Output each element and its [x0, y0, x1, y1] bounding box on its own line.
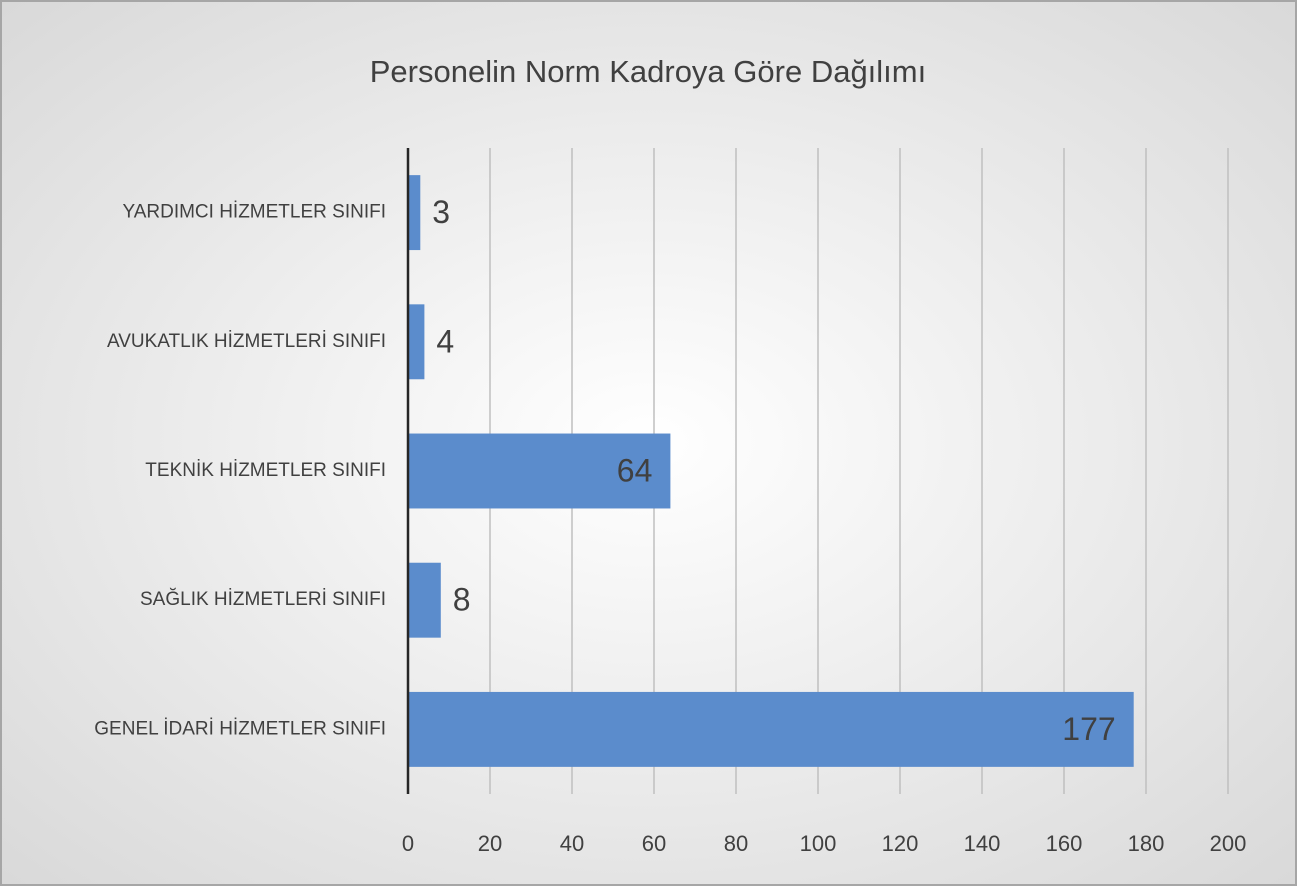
- x-tick-label: 180: [1128, 831, 1165, 856]
- bar: [408, 304, 425, 380]
- data-label: 8: [453, 582, 471, 618]
- x-tick-label: 80: [724, 831, 748, 856]
- x-tick-label: 20: [478, 831, 502, 856]
- x-tick-label: 160: [1046, 831, 1083, 856]
- x-tick-label: 40: [560, 831, 584, 856]
- bar: [408, 562, 441, 638]
- bar: [408, 691, 1134, 767]
- x-tick-label: 100: [800, 831, 837, 856]
- x-tick-label: 120: [882, 831, 919, 856]
- data-label: 3: [432, 194, 450, 230]
- x-tick-label: 200: [1210, 831, 1247, 856]
- x-tick-label: 60: [642, 831, 666, 856]
- chart-title: Personelin Norm Kadroya Göre Dağılımı: [370, 54, 927, 89]
- y-tick-label: YARDIMCI HİZMETLER SINIFI: [122, 202, 386, 223]
- x-tick-label: 0: [402, 831, 414, 856]
- data-label: 4: [436, 323, 454, 359]
- bar: [408, 175, 421, 251]
- data-label: 64: [617, 452, 653, 488]
- data-label: 177: [1062, 711, 1115, 747]
- y-tick-label: AVUKATLIK HİZMETLERİ SINIFI: [107, 331, 386, 352]
- y-tick-label: GENEL İDARİ HİZMETLER SINIFI: [94, 718, 386, 739]
- x-tick-label: 140: [964, 831, 1001, 856]
- y-tick-label: SAĞLIK HİZMETLERİ SINIFI: [140, 588, 386, 610]
- y-tick-label: TEKNİK HİZMETLER SINIFI: [145, 460, 386, 481]
- bar: [408, 433, 671, 509]
